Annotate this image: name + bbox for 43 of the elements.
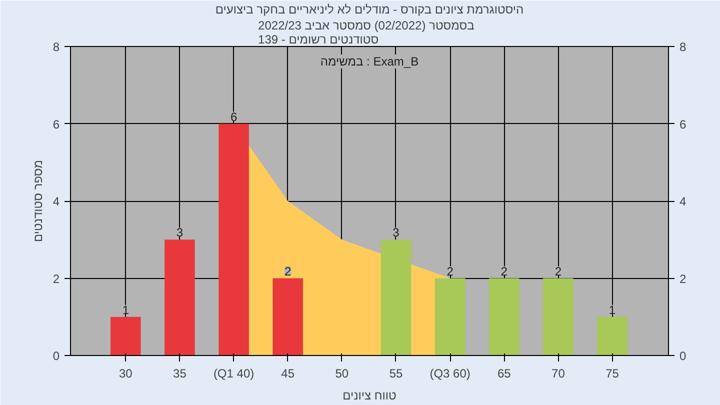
y-tick-label: 2	[52, 272, 60, 286]
chart-title: היסטוגרמת ציונים בקורס - מודלים לא ליניאריים בחקר ביצועים	[215, 2, 524, 16]
bar	[110, 316, 141, 356]
x-tick-label: 35	[173, 366, 187, 380]
annotation: במשימה : Exam_B	[320, 54, 419, 68]
data-label: 2	[500, 264, 508, 278]
bar	[597, 316, 628, 356]
x-tick-label: (Q1 40)	[213, 366, 254, 380]
chart-subtitle: בסמסטר (02/2022) סמסטר אביב 2022/23 סטודנטים רשומים - 139	[258, 18, 474, 46]
data-label: 6	[230, 110, 238, 124]
data-label: 2	[284, 264, 292, 278]
y2-tick-label: 6	[680, 117, 686, 132]
y-tick-label: 6	[52, 117, 60, 132]
y2-tick-label: 8	[680, 40, 686, 54]
bar	[380, 240, 412, 356]
y-tick-label: 8	[52, 40, 60, 54]
y2-tick-label: 4	[680, 194, 686, 208]
x-tick-label: 30	[118, 366, 133, 380]
bar	[272, 278, 303, 356]
y-tick-label: 4	[52, 194, 60, 208]
data-label: 1	[608, 302, 616, 317]
x-tick-label: 75	[606, 366, 620, 380]
x-tick-label: (Q3 60)	[430, 366, 470, 380]
bar	[543, 278, 574, 356]
x-tick-label: 65	[497, 366, 512, 380]
y2-tick-label: 0	[680, 349, 686, 363]
x-tick-label: 45	[281, 366, 295, 380]
data-label: 3	[392, 226, 400, 240]
x-tick-label: 55	[389, 366, 403, 380]
data-label: 2	[446, 264, 454, 278]
bar	[218, 124, 249, 356]
bar	[488, 278, 520, 356]
bar	[434, 278, 466, 356]
data-label: 2	[554, 264, 562, 278]
y-axis-title: מספר סטודנטים	[30, 160, 45, 242]
y-tick-label: 0	[52, 349, 60, 363]
x-tick-label: 70	[552, 366, 566, 380]
bar	[164, 240, 195, 356]
x-tick-label: 50	[335, 366, 349, 380]
data-label: 3	[176, 226, 184, 240]
y2-tick-label: 2	[680, 272, 686, 286]
x-axis-title: טווח ציונים	[342, 388, 397, 402]
data-label: 1	[122, 302, 130, 317]
